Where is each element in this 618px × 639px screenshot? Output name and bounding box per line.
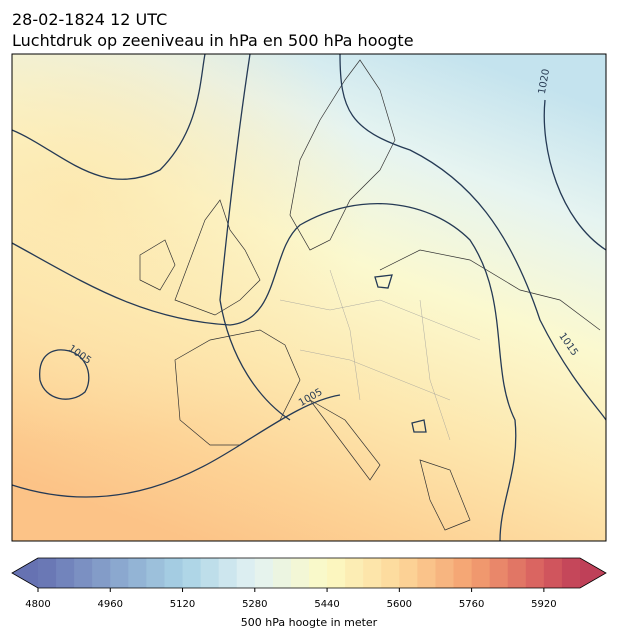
colorbar-segment: [417, 558, 436, 588]
colorbar-tick-label: 5760: [459, 599, 484, 610]
colorbar-tick-label: 5440: [314, 599, 339, 610]
map-title: Luchtdruk op zeeniveau in hPa en 500 hPa…: [12, 31, 414, 50]
colorbar-tick-label: 5280: [242, 599, 267, 610]
map-date: 28-02-1824 12 UTC: [12, 10, 167, 29]
colorbar-segment: [146, 558, 165, 588]
colorbar-segment: [92, 558, 111, 588]
colorbar-segment: [471, 558, 491, 588]
colorbar-segment: [164, 558, 184, 588]
colorbar-segment: [507, 558, 527, 588]
colorbar-segment: [561, 558, 581, 588]
colorbar-segment: [525, 558, 545, 588]
colorbar-segment: [309, 558, 328, 588]
colorbar-extend-high: [580, 558, 606, 588]
colorbar-segment: [399, 558, 418, 588]
contour-label: 1020: [537, 68, 552, 95]
colorbar-segment: [435, 558, 455, 588]
colorbar-segment: [363, 558, 382, 588]
colorbar-segment: [182, 558, 202, 588]
colorbar-tick-label: 4960: [98, 599, 123, 610]
colorbar-segment: [453, 558, 473, 588]
colorbar-segment: [38, 558, 57, 588]
colorbar-segment: [327, 558, 346, 588]
colorbar-segment: [74, 558, 93, 588]
colorbar-segment: [254, 558, 274, 588]
colorbar-segment: [56, 558, 75, 588]
colorbar-segment: [543, 558, 563, 588]
colorbar-segment: [489, 558, 509, 588]
colorbar-segment: [200, 558, 220, 588]
colorbar-segment: [381, 558, 400, 588]
colorbar-tick-label: 4800: [25, 599, 50, 610]
colorbar-segment: [110, 558, 129, 588]
colorbar-segment: [345, 558, 364, 588]
colorbar-tick-label: 5920: [531, 599, 556, 610]
colorbar-segment: [128, 558, 147, 588]
colorbar-segment: [236, 558, 256, 588]
colorbar-outline: [11, 557, 607, 589]
colorbar-tick-label: 5600: [387, 599, 412, 610]
colorbar-segment: [290, 558, 310, 588]
colorbar: 4800 4960 5120 5280 5440 5600 5760 5920: [11, 557, 607, 610]
colorbar-label: 500 hPa hoogte in meter: [241, 616, 378, 629]
colorbar-extend-low: [12, 558, 38, 588]
colorbar-tick-label: 5120: [170, 599, 195, 610]
map: 1005 1005 1015 1020: [11, 53, 607, 542]
colorbar-segment: [272, 558, 292, 588]
colorbar-segment: [218, 558, 238, 588]
